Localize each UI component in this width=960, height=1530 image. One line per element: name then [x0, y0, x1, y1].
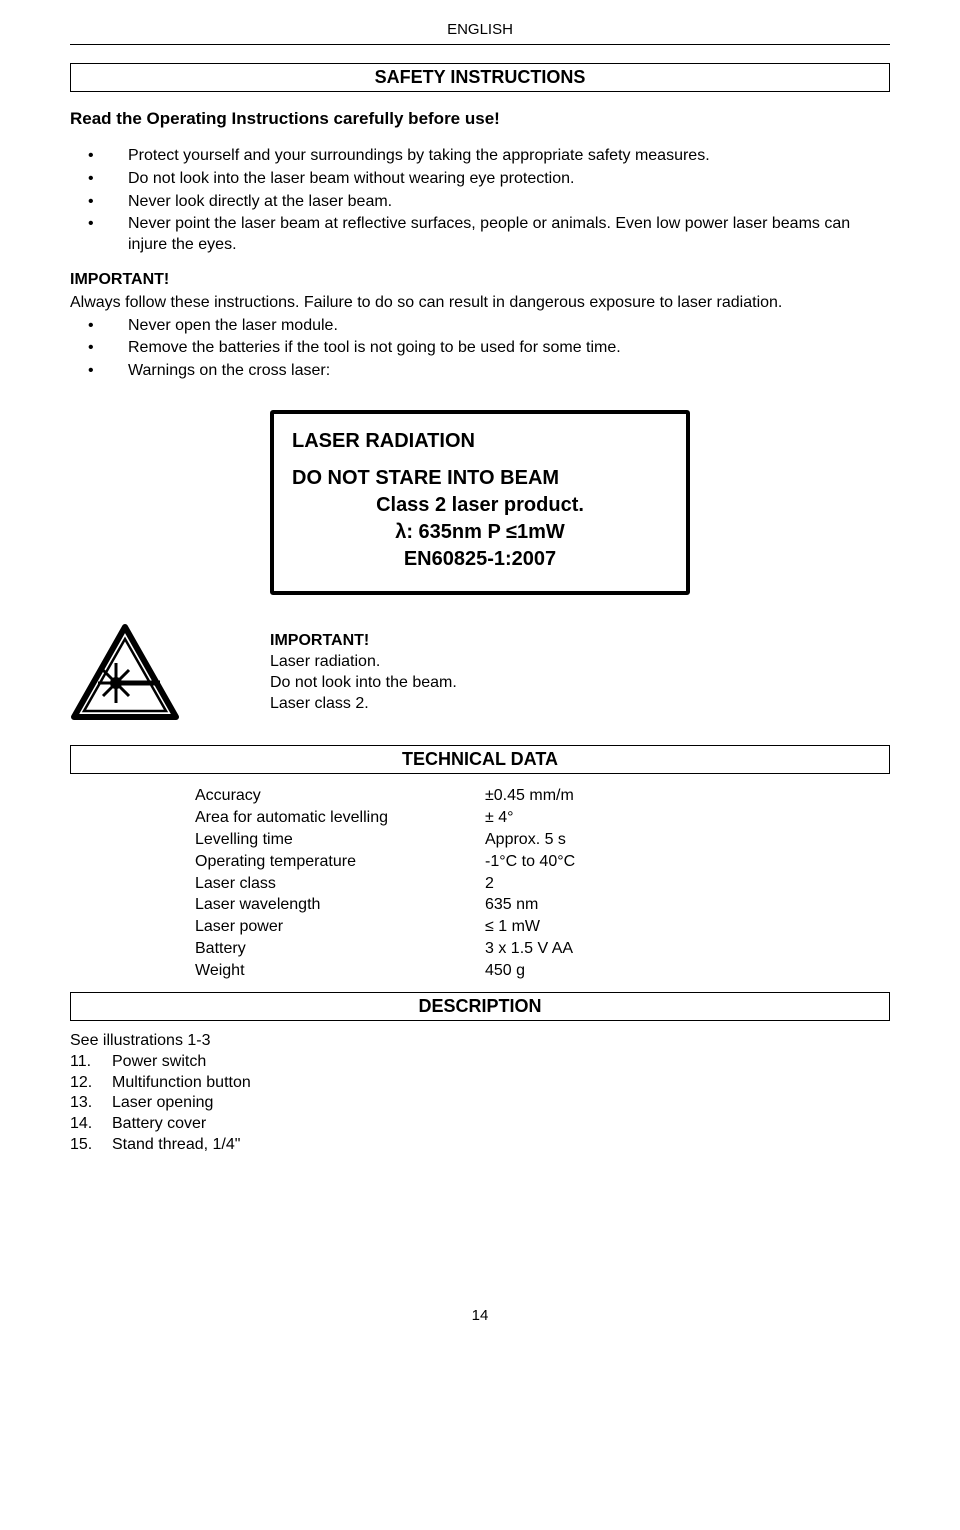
page-header-language: ENGLISH	[70, 20, 890, 40]
tech-label: Area for automatic levelling	[195, 808, 485, 829]
bullet-item: Never look directly at the laser beam.	[70, 192, 890, 213]
description-item-number: 11.	[70, 1052, 112, 1073]
description-item: 12.Multifunction button	[70, 1073, 890, 1094]
description-item-label: Multifunction button	[112, 1073, 251, 1094]
description-item-label: Stand thread, 1/4"	[112, 1135, 240, 1156]
page-number: 14	[70, 1306, 890, 1326]
laser-warning-triangle-icon	[70, 623, 180, 721]
bullet-item: Never open the laser module.	[70, 316, 890, 337]
description-item-number: 15.	[70, 1135, 112, 1156]
description-item: 13.Laser opening	[70, 1093, 890, 1114]
tech-label: Weight	[195, 961, 485, 982]
description-item: 11.Power switch	[70, 1052, 890, 1073]
warning-icon-text: IMPORTANT! Laser radiation. Do not look …	[270, 629, 457, 714]
bullet-item: Warnings on the cross laser:	[70, 361, 890, 382]
icon-block-important: IMPORTANT!	[270, 631, 457, 652]
section-heading-technical: TECHNICAL DATA	[70, 745, 890, 774]
laser-label-title: LASER RADIATION	[292, 428, 668, 455]
tech-label: Accuracy	[195, 786, 485, 807]
tech-label: Laser class	[195, 874, 485, 895]
tech-label: Battery	[195, 939, 485, 960]
important-text: Always follow these instructions. Failur…	[70, 293, 890, 314]
laser-label-line: λ: 635nm P ≤1mW	[292, 519, 668, 546]
description-list: See illustrations 1-3 11.Power switch12.…	[70, 1031, 890, 1156]
tech-label: Laser wavelength	[195, 895, 485, 916]
icon-block-line: Laser class 2.	[270, 694, 457, 715]
important-label: IMPORTANT!	[70, 270, 890, 291]
bullet-item: Do not look into the laser beam without …	[70, 169, 890, 190]
tech-value: 3 x 1.5 V AA	[485, 939, 890, 960]
laser-label-line: Class 2 laser product.	[292, 492, 668, 519]
safety-bullets-1: Protect yourself and your surroundings b…	[70, 146, 890, 256]
laser-radiation-label: LASER RADIATION DO NOT STARE INTO BEAM C…	[270, 410, 690, 595]
laser-label-line: DO NOT STARE INTO BEAM	[292, 465, 668, 492]
technical-data-table: Accuracy±0.45 mm/mArea for automatic lev…	[195, 786, 890, 981]
description-item-label: Laser opening	[112, 1093, 213, 1114]
description-item-label: Power switch	[112, 1052, 206, 1073]
description-item-number: 12.	[70, 1073, 112, 1094]
tech-value: 2	[485, 874, 890, 895]
bullet-item: Remove the batteries if the tool is not …	[70, 338, 890, 359]
section-heading-description: DESCRIPTION	[70, 992, 890, 1021]
warning-icon-row: IMPORTANT! Laser radiation. Do not look …	[70, 623, 890, 721]
laser-label-line: EN60825-1:2007	[292, 546, 668, 573]
description-item-number: 14.	[70, 1114, 112, 1135]
bullet-item: Protect yourself and your surroundings b…	[70, 146, 890, 167]
description-item-number: 13.	[70, 1093, 112, 1114]
tech-label: Laser power	[195, 917, 485, 938]
tech-value: -1°C to 40°C	[485, 852, 890, 873]
description-item: 15.Stand thread, 1/4"	[70, 1135, 890, 1156]
description-intro: See illustrations 1-3	[70, 1031, 890, 1052]
bullet-item: Never point the laser beam at reflective…	[70, 214, 890, 256]
icon-block-line: Laser radiation.	[270, 652, 457, 673]
tech-label: Levelling time	[195, 830, 485, 851]
lead-instruction: Read the Operating Instructions carefull…	[70, 108, 890, 130]
section-heading-safety: SAFETY INSTRUCTIONS	[70, 63, 890, 92]
tech-value: ± 4°	[485, 808, 890, 829]
description-item-label: Battery cover	[112, 1114, 206, 1135]
tech-value: ±0.45 mm/m	[485, 786, 890, 807]
tech-value: 450 g	[485, 961, 890, 982]
tech-value: ≤ 1 mW	[485, 917, 890, 938]
tech-value: Approx. 5 s	[485, 830, 890, 851]
tech-label: Operating temperature	[195, 852, 485, 873]
header-rule	[70, 44, 890, 45]
safety-bullets-2: Never open the laser module.Remove the b…	[70, 316, 890, 382]
description-item: 14.Battery cover	[70, 1114, 890, 1135]
icon-block-line: Do not look into the beam.	[270, 673, 457, 694]
tech-value: 635 nm	[485, 895, 890, 916]
